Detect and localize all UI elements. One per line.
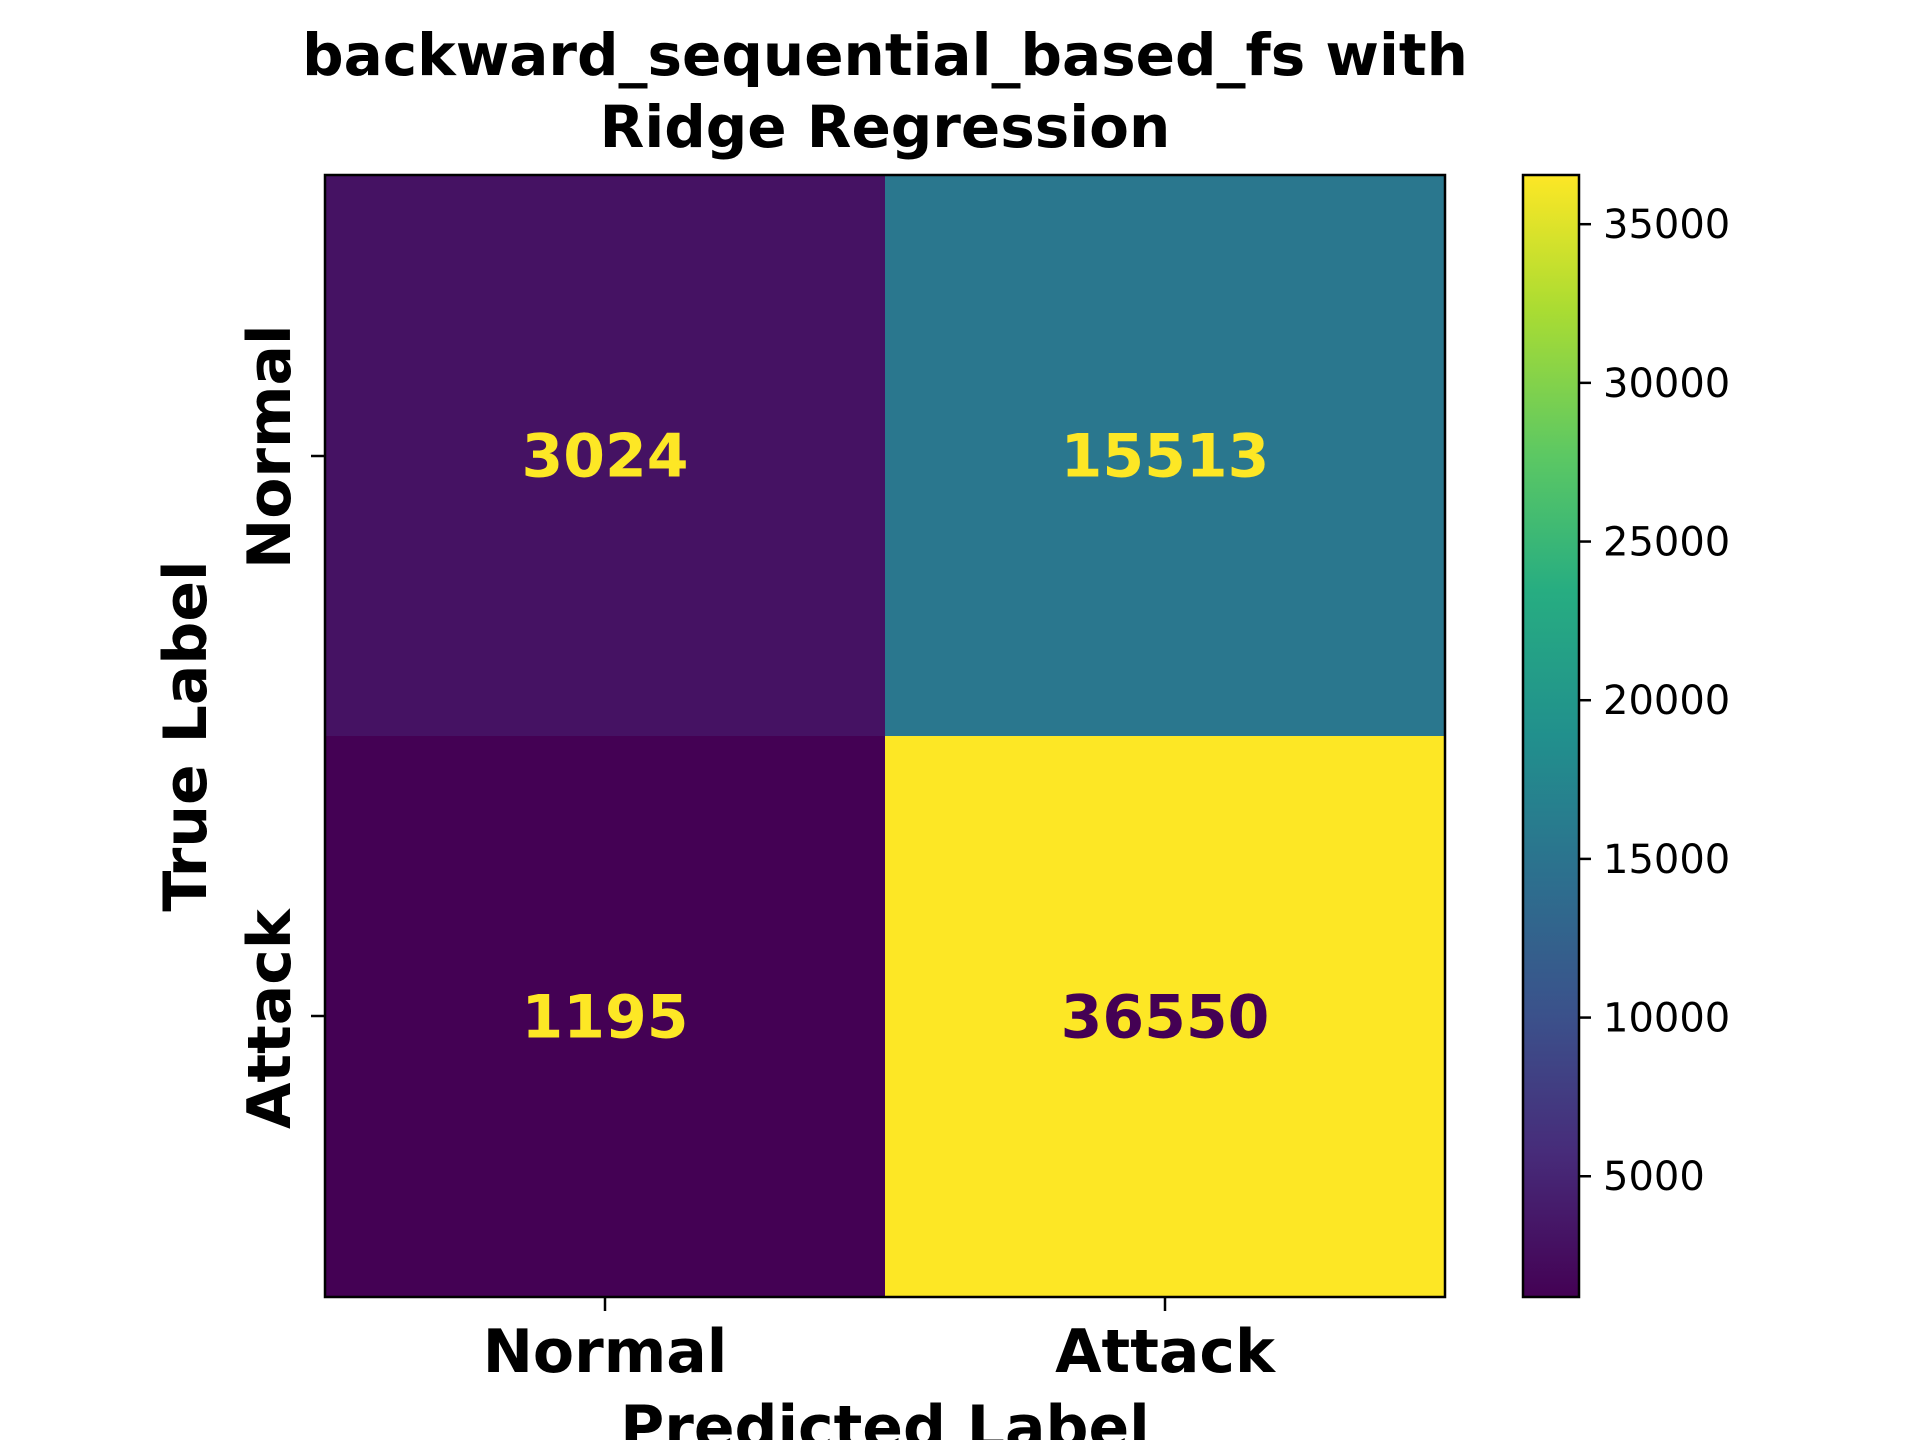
heatmap-cell-label-0-1: 15513 (1061, 422, 1270, 492)
colorbar-tick-label-10000: 10000 (1603, 996, 1730, 1042)
colorbar-tick-label-25000: 25000 (1603, 520, 1730, 566)
heatmap-cell-label-1-0: 1195 (522, 983, 689, 1053)
y-tick-label-normal: Normal (235, 324, 305, 569)
heatmap-cell-1-1 (885, 736, 1446, 1298)
chart-title-line-2: Ridge Regression (600, 93, 1171, 161)
colorbar-tick-label-35000: 35000 (1603, 202, 1730, 248)
colorbar-ticks: 5000 10000 15000 20000 25000 30000 35000 (1579, 202, 1730, 1200)
y-axis-label: True Label (151, 560, 221, 911)
heatmap-cell-label-1-1: 36550 (1061, 983, 1270, 1053)
plot-frame (323, 173, 1447, 1299)
x-tick-label-attack: Attack (1055, 1317, 1277, 1387)
y-tick-label-attack: Attack (235, 907, 305, 1129)
heatmap-cell-0-0 (325, 175, 886, 737)
x-axis-label: Predicted Label (620, 1393, 1149, 1440)
colorbar-tick-label-15000: 15000 (1603, 837, 1730, 883)
heatmap-cell-0-1 (885, 175, 1446, 737)
colorbar-tick-label-5000: 5000 (1603, 1154, 1705, 1200)
heatmap-cell-labels: 3024 15513 1195 36550 (522, 422, 1270, 1053)
chart-title-line-1: backward_sequential_based_fs with (302, 21, 1468, 89)
colorbar-tick-label-20000: 20000 (1603, 678, 1730, 724)
heatmap-cells (325, 175, 1446, 1298)
heatmap-cell-label-0-0: 3024 (522, 422, 689, 492)
x-tick-label-normal: Normal (483, 1317, 728, 1387)
colorbar-tick-label-30000: 30000 (1603, 361, 1730, 407)
heatmap-cell-1-0 (325, 736, 886, 1298)
colorbar (1521, 173, 1581, 1299)
